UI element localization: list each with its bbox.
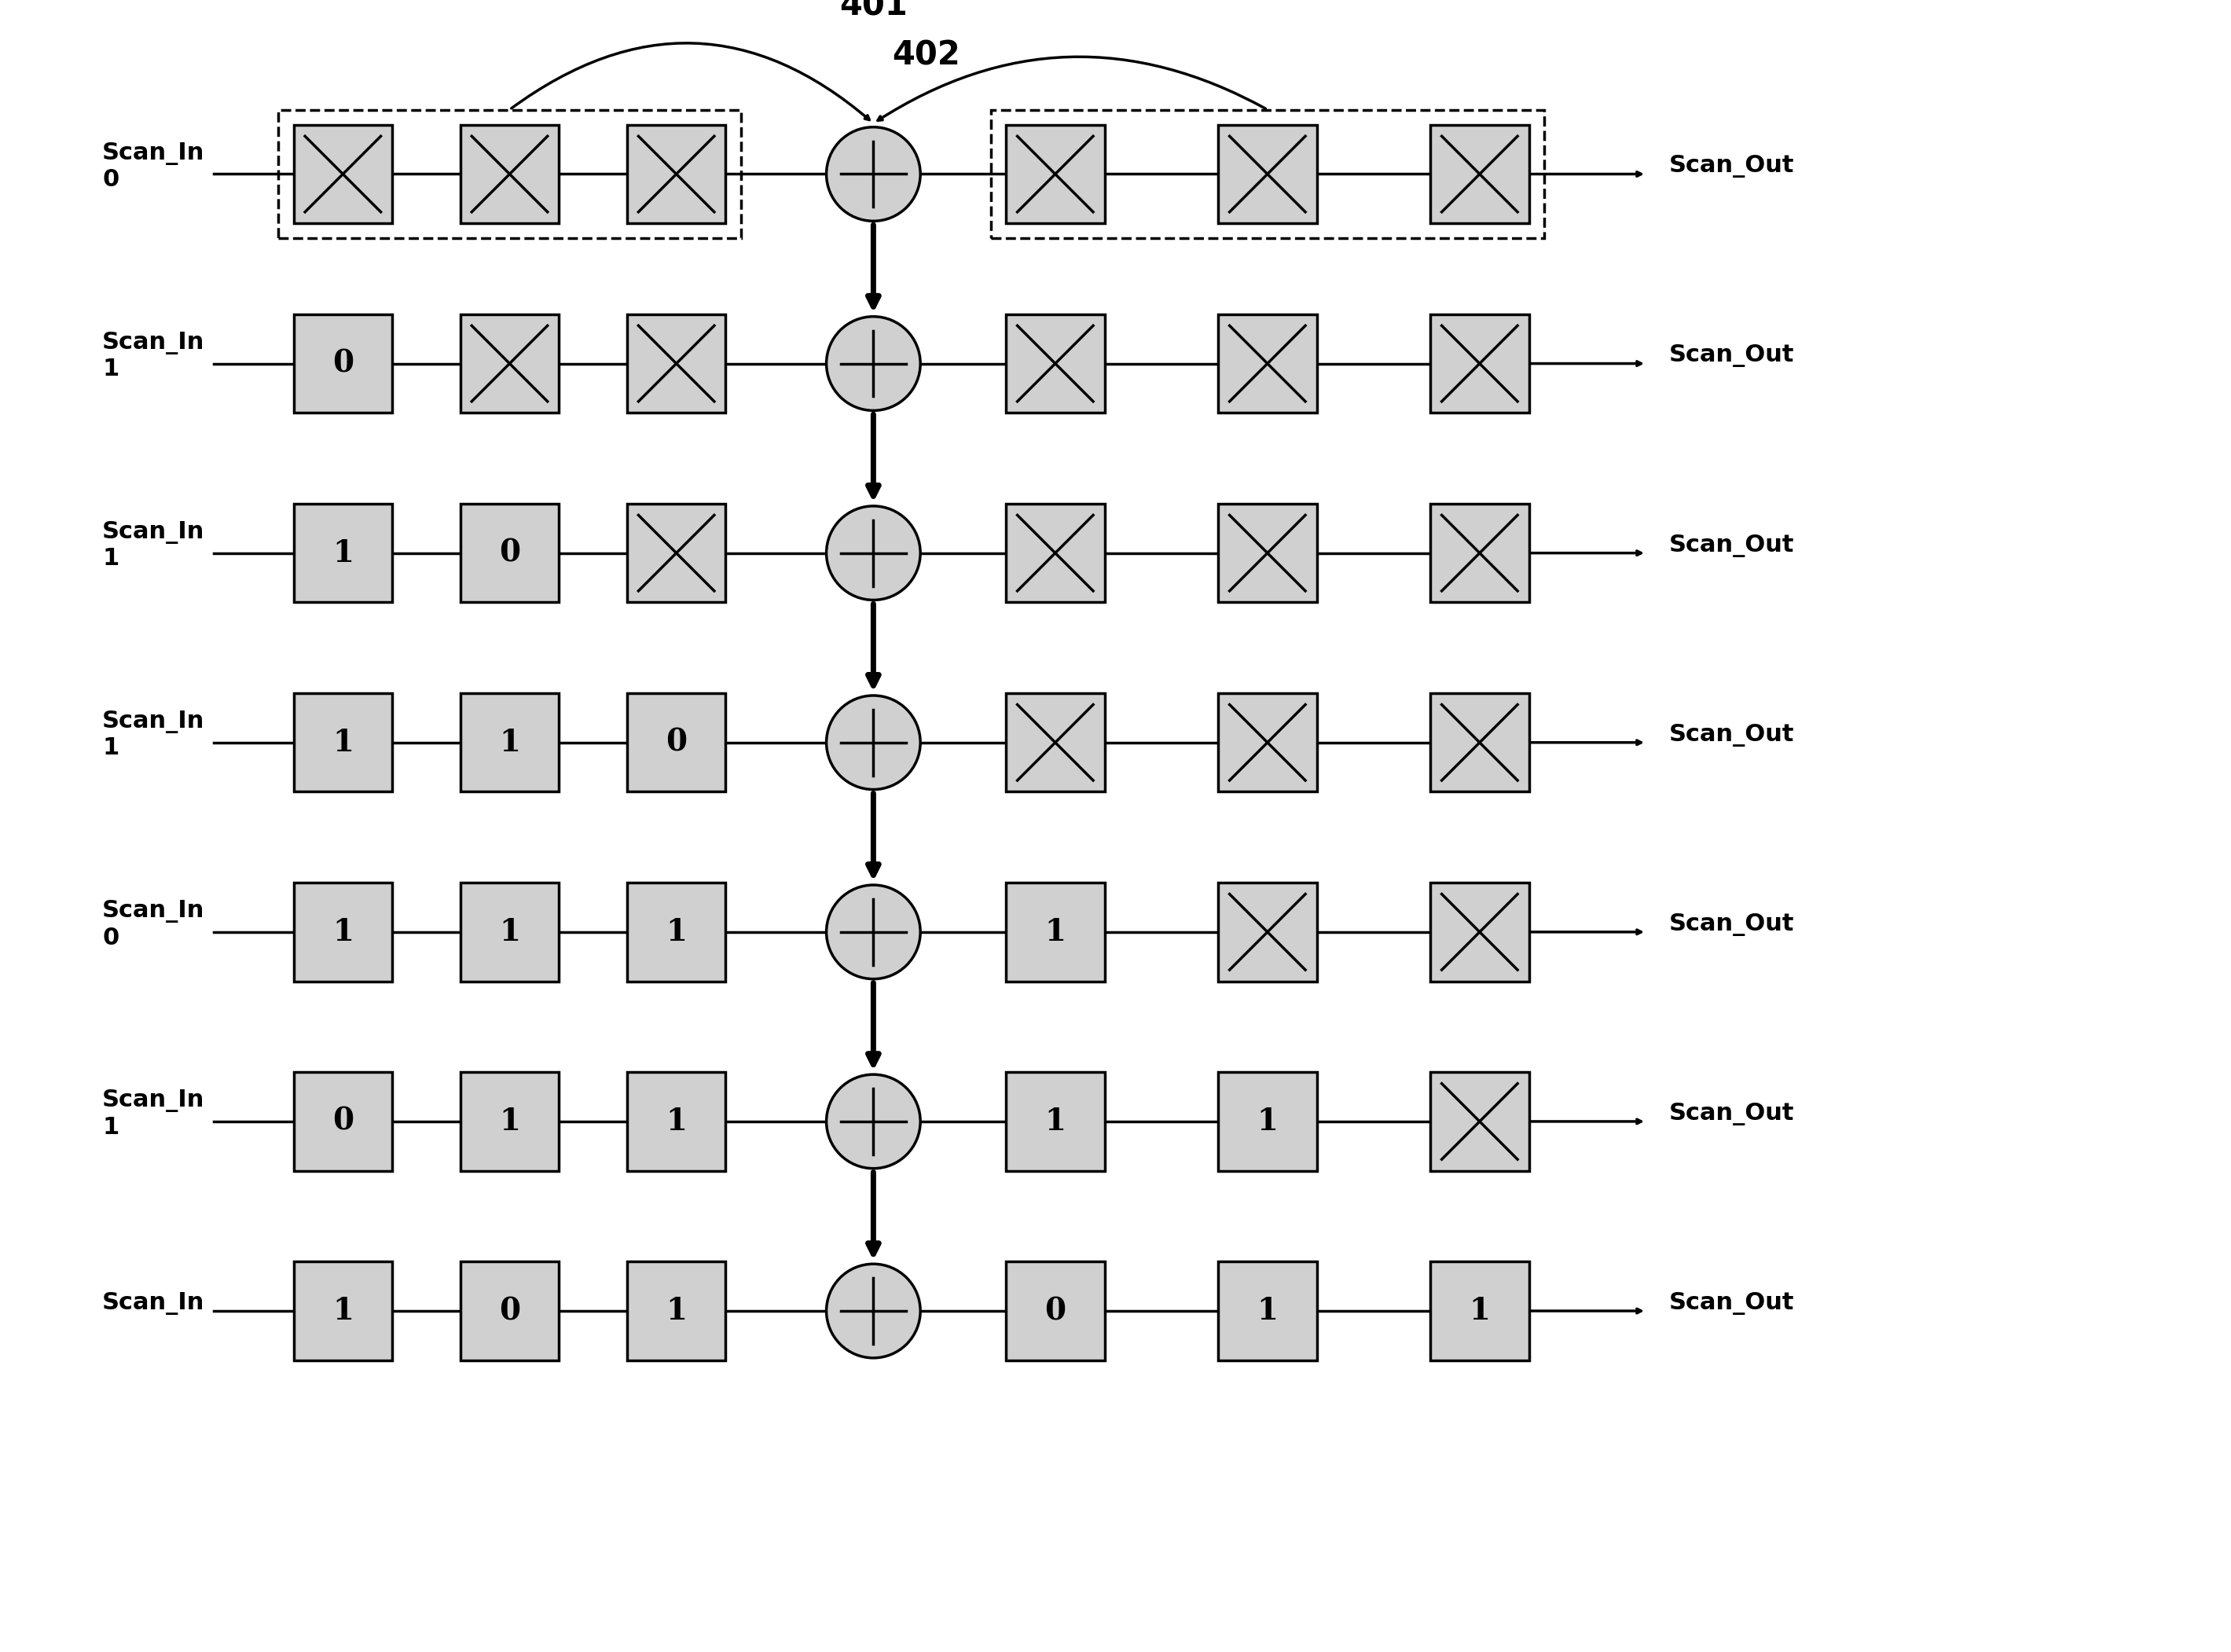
FancyBboxPatch shape [1006, 126, 1104, 223]
FancyBboxPatch shape [460, 1072, 560, 1171]
Text: Scan_Out: Scan_Out [1669, 1292, 1794, 1315]
FancyBboxPatch shape [627, 882, 725, 981]
FancyBboxPatch shape [460, 504, 560, 603]
FancyBboxPatch shape [1218, 1072, 1316, 1171]
Text: 1: 1 [500, 917, 520, 947]
FancyBboxPatch shape [1006, 882, 1104, 981]
FancyBboxPatch shape [1218, 694, 1316, 791]
Text: Scan_Out: Scan_Out [1669, 345, 1794, 367]
FancyBboxPatch shape [1006, 504, 1104, 603]
Circle shape [825, 1074, 921, 1168]
Circle shape [825, 695, 921, 790]
Text: 0: 0 [500, 1297, 520, 1327]
Circle shape [825, 506, 921, 600]
FancyBboxPatch shape [460, 314, 560, 413]
Text: Scan_In
1: Scan_In 1 [103, 710, 205, 760]
Text: 0: 0 [1044, 1297, 1066, 1327]
Text: Scan_In
0: Scan_In 0 [103, 142, 205, 192]
Text: Scan_In
0: Scan_In 0 [103, 900, 205, 948]
Text: Scan_Out: Scan_Out [1669, 724, 1794, 747]
Text: 402: 402 [892, 38, 962, 71]
FancyBboxPatch shape [294, 1072, 393, 1171]
Text: Scan_Out: Scan_Out [1669, 914, 1794, 935]
FancyBboxPatch shape [460, 694, 560, 791]
FancyBboxPatch shape [460, 126, 560, 223]
Text: Scan_In: Scan_In [103, 1292, 205, 1315]
FancyBboxPatch shape [627, 314, 725, 413]
Text: Scan_Out: Scan_Out [1669, 155, 1794, 178]
Text: 1: 1 [500, 727, 520, 757]
FancyBboxPatch shape [460, 882, 560, 981]
FancyBboxPatch shape [1006, 314, 1104, 413]
Text: 1: 1 [332, 917, 352, 947]
Text: 1: 1 [1044, 1107, 1066, 1137]
Text: 1: 1 [1044, 917, 1066, 947]
FancyBboxPatch shape [1430, 1262, 1528, 1360]
Text: 0: 0 [665, 727, 687, 757]
FancyBboxPatch shape [294, 882, 393, 981]
FancyBboxPatch shape [1218, 882, 1316, 981]
Text: 1: 1 [1468, 1297, 1490, 1327]
Text: Scan_In
1: Scan_In 1 [103, 520, 205, 570]
FancyBboxPatch shape [627, 504, 725, 603]
FancyBboxPatch shape [460, 1262, 560, 1360]
FancyBboxPatch shape [627, 1262, 725, 1360]
FancyBboxPatch shape [1430, 882, 1528, 981]
Text: 1: 1 [500, 1107, 520, 1137]
Circle shape [825, 127, 921, 221]
FancyBboxPatch shape [294, 314, 393, 413]
FancyBboxPatch shape [1218, 314, 1316, 413]
Text: 0: 0 [332, 1107, 352, 1137]
FancyBboxPatch shape [627, 694, 725, 791]
FancyBboxPatch shape [1006, 1262, 1104, 1360]
FancyBboxPatch shape [1006, 694, 1104, 791]
FancyBboxPatch shape [1218, 504, 1316, 603]
FancyBboxPatch shape [1430, 126, 1528, 223]
FancyBboxPatch shape [1006, 1072, 1104, 1171]
Text: 1: 1 [665, 1107, 687, 1137]
Text: 1: 1 [1256, 1107, 1278, 1137]
Text: 0: 0 [332, 349, 352, 378]
FancyBboxPatch shape [294, 504, 393, 603]
Text: Scan_In
1: Scan_In 1 [103, 1089, 205, 1138]
Circle shape [825, 885, 921, 980]
FancyBboxPatch shape [1430, 314, 1528, 413]
Text: 1: 1 [332, 727, 352, 757]
FancyBboxPatch shape [294, 1262, 393, 1360]
Text: 1: 1 [1256, 1297, 1278, 1327]
Text: Scan_Out: Scan_Out [1669, 534, 1794, 557]
Text: 0: 0 [500, 539, 520, 568]
Text: 401: 401 [839, 0, 908, 23]
FancyBboxPatch shape [1430, 694, 1528, 791]
Text: Scan_Out: Scan_Out [1669, 1102, 1794, 1125]
Text: 1: 1 [332, 1297, 352, 1327]
FancyBboxPatch shape [627, 1072, 725, 1171]
Text: 1: 1 [665, 1297, 687, 1327]
Text: Scan_In
1: Scan_In 1 [103, 332, 205, 380]
FancyBboxPatch shape [294, 126, 393, 223]
FancyBboxPatch shape [627, 126, 725, 223]
Text: 1: 1 [665, 917, 687, 947]
FancyBboxPatch shape [1430, 1072, 1528, 1171]
Circle shape [825, 317, 921, 411]
FancyBboxPatch shape [1218, 1262, 1316, 1360]
FancyBboxPatch shape [1430, 504, 1528, 603]
Text: 1: 1 [332, 539, 352, 568]
FancyBboxPatch shape [294, 694, 393, 791]
Circle shape [825, 1264, 921, 1358]
FancyBboxPatch shape [1218, 126, 1316, 223]
